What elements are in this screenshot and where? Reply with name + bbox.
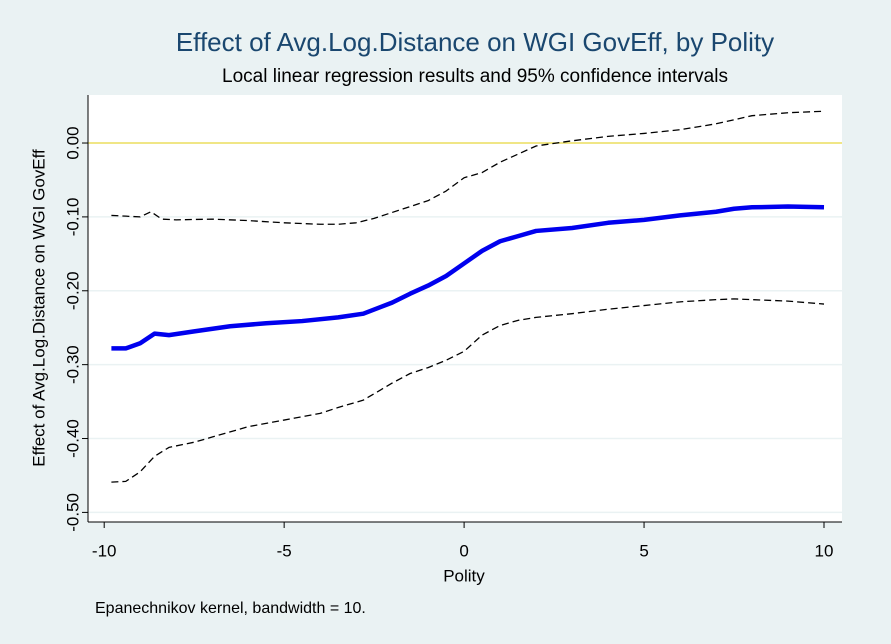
x-axis-title: Polity (443, 566, 485, 585)
y-tick-label: 0.00 (63, 126, 82, 159)
series-line (111, 110, 825, 225)
x-tick-label: 5 (639, 541, 648, 560)
plot-area (88, 95, 842, 522)
x-tick-label: -5 (277, 541, 292, 560)
x-tick-label: 10 (815, 541, 834, 560)
series-line (111, 204, 825, 351)
x-tick-label: -10 (92, 541, 117, 560)
y-tick-label: -0.50 (63, 493, 82, 532)
y-tick-label: -0.40 (63, 419, 82, 458)
x-tick-label: 0 (459, 541, 468, 560)
series-line (111, 298, 825, 483)
y-tick-label: -0.10 (63, 198, 82, 237)
y-tick-label: -0.30 (63, 345, 82, 384)
note: Epanechnikov kernel, bandwidth = 10. (95, 600, 366, 617)
y-tick-label: -0.20 (63, 271, 82, 310)
chart-title: Effect of Avg.Log.Distance on WGI GovEff… (176, 27, 774, 57)
chart-subtitle: Local linear regression results and 95% … (222, 66, 728, 87)
y-axis-title: Effect of Avg.Log.Distance on WGI GovEff (29, 149, 48, 467)
